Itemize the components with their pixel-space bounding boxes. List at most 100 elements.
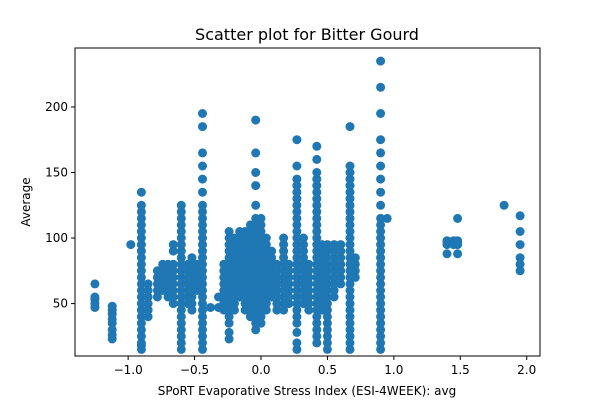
data-point — [272, 292, 282, 302]
data-point — [251, 115, 261, 125]
data-point — [376, 331, 386, 341]
data-point — [168, 246, 178, 256]
data-point — [267, 253, 277, 263]
data-point — [198, 233, 207, 243]
data-point — [292, 174, 302, 184]
data-point — [515, 211, 525, 221]
data-point — [267, 246, 277, 256]
data-point — [143, 292, 153, 302]
data-point — [198, 161, 207, 171]
data-point — [279, 246, 289, 256]
data-point — [198, 279, 207, 289]
data-point — [261, 240, 271, 250]
data-point — [143, 286, 153, 295]
data-point — [292, 194, 302, 204]
data-point — [345, 200, 355, 210]
data-point — [299, 246, 308, 256]
data-point — [376, 200, 386, 210]
data-point — [292, 259, 302, 269]
data-point — [198, 331, 207, 341]
data-point — [515, 227, 525, 236]
data-point — [345, 312, 355, 322]
x-tick-label: 0.0 — [251, 363, 270, 377]
data-point — [152, 292, 162, 302]
data-point — [322, 299, 332, 309]
data-point — [256, 220, 266, 230]
data-point — [261, 299, 271, 309]
data-point — [279, 253, 289, 263]
data-point — [304, 286, 314, 295]
data-point — [299, 240, 308, 250]
data-point — [345, 168, 355, 177]
data-point — [376, 338, 386, 348]
data-point — [322, 266, 332, 276]
data-point — [336, 266, 346, 276]
data-point — [304, 299, 314, 309]
data-point — [329, 292, 339, 302]
data-point — [376, 266, 386, 276]
data-point — [376, 318, 386, 328]
data-point — [312, 181, 322, 191]
data-point — [329, 286, 339, 295]
data-point — [345, 279, 355, 289]
data-point — [382, 213, 392, 223]
x-tick-label: −0.5 — [180, 363, 209, 377]
data-point — [284, 299, 294, 309]
data-point — [198, 148, 207, 158]
data-point — [136, 279, 146, 289]
y-tick-label: 200 — [45, 100, 68, 114]
data-point — [198, 286, 207, 295]
data-point — [272, 259, 282, 269]
data-point — [136, 338, 146, 348]
data-point — [376, 292, 386, 302]
data-point — [279, 305, 289, 315]
data-point — [206, 303, 215, 312]
data-point — [376, 82, 386, 92]
y-tick-label: 100 — [45, 231, 68, 245]
data-point — [136, 207, 146, 217]
data-point — [345, 227, 355, 236]
data-point — [143, 299, 153, 309]
data-point — [292, 135, 302, 145]
data-point — [198, 240, 207, 250]
data-point — [272, 286, 282, 295]
data-point — [376, 187, 386, 197]
data-point — [229, 305, 239, 315]
data-point — [312, 338, 322, 348]
data-point — [176, 286, 186, 295]
data-point — [176, 240, 186, 250]
data-point — [284, 292, 294, 302]
data-point — [176, 312, 186, 322]
data-point — [312, 194, 322, 204]
data-point — [251, 325, 261, 335]
data-point — [292, 253, 302, 263]
data-point — [168, 292, 178, 302]
data-point — [350, 259, 360, 269]
data-point — [292, 305, 302, 315]
data-point — [345, 220, 355, 230]
data-point — [292, 312, 302, 322]
data-point — [312, 331, 322, 341]
data-point — [90, 279, 100, 289]
data-point — [198, 187, 207, 197]
data-point — [143, 312, 153, 322]
data-point — [224, 334, 234, 344]
data-point — [198, 305, 207, 315]
data-point — [176, 246, 186, 256]
data-point — [376, 272, 386, 282]
data-point — [198, 174, 207, 184]
data-point — [312, 325, 322, 335]
data-point — [187, 253, 197, 263]
data-point — [292, 286, 302, 295]
data-point — [272, 279, 282, 289]
data-point — [376, 246, 386, 256]
data-point — [292, 227, 302, 236]
data-point — [224, 318, 234, 328]
data-point — [198, 253, 207, 263]
data-point — [376, 344, 386, 354]
data-point — [312, 168, 322, 177]
data-point — [198, 200, 207, 210]
data-point — [376, 286, 386, 295]
data-point — [187, 299, 197, 309]
data-point — [376, 240, 386, 250]
